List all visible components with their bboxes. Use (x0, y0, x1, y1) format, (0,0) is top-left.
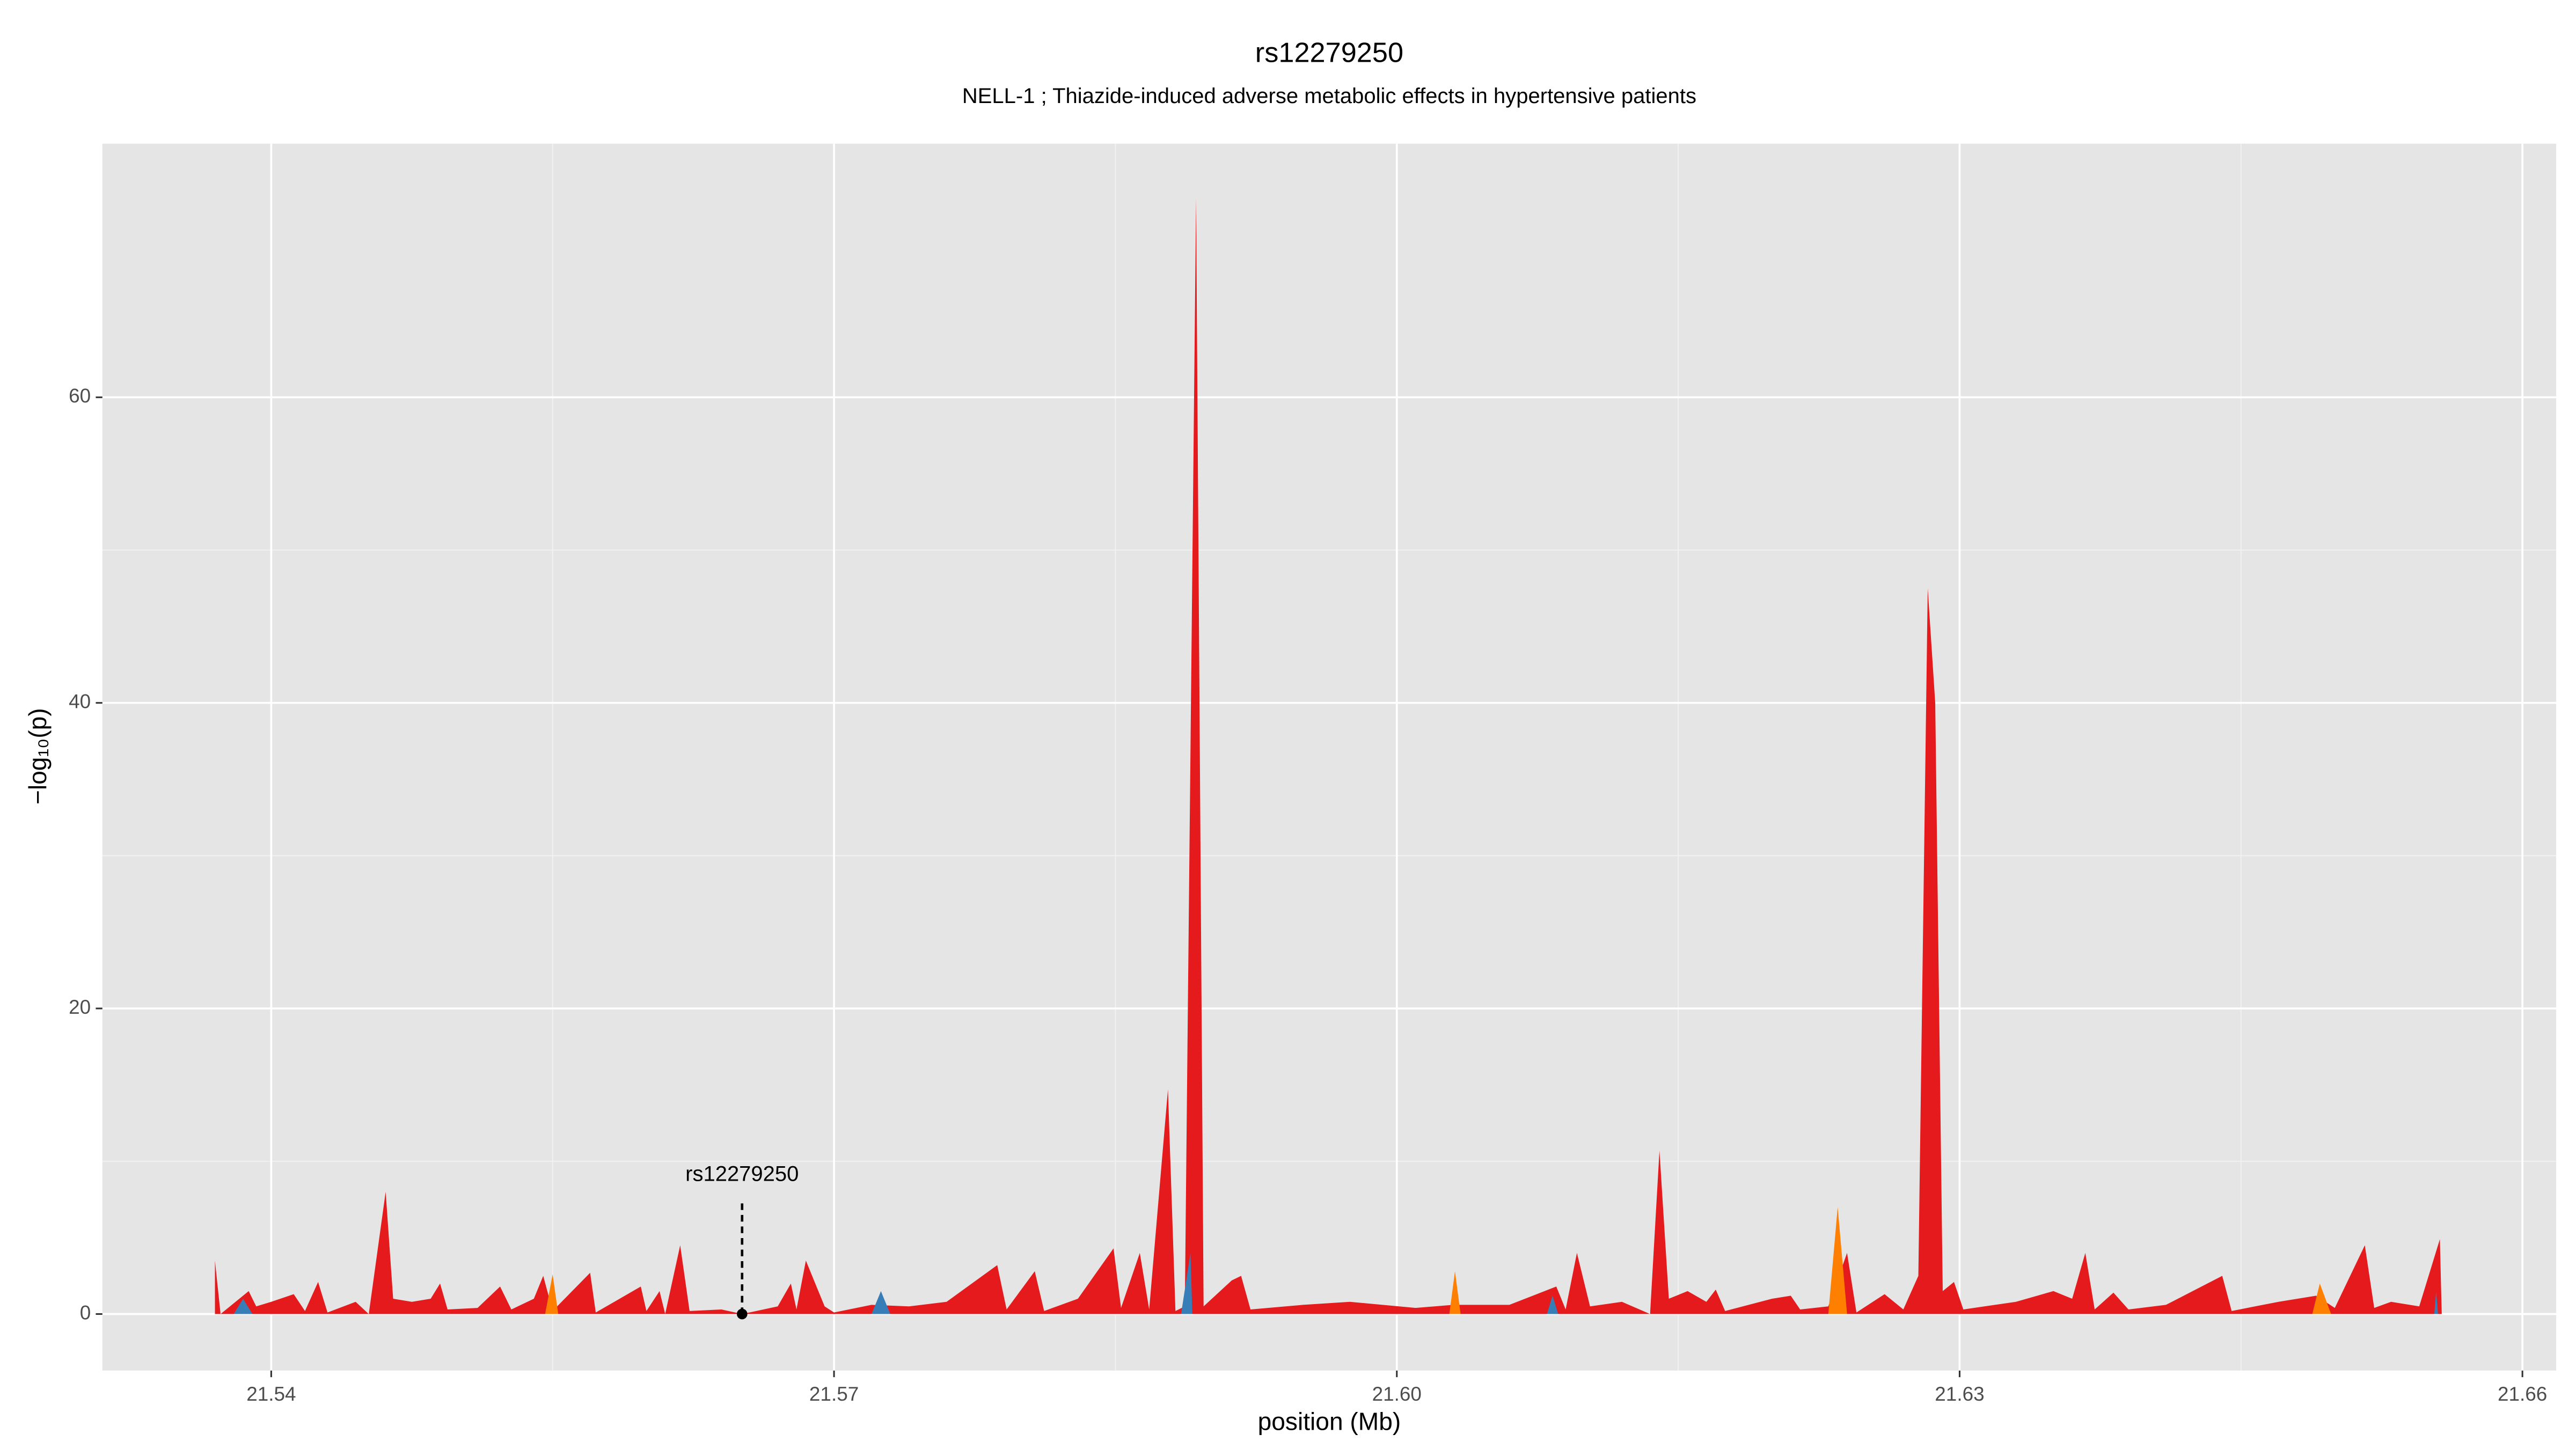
annotation-point (736, 1308, 748, 1320)
y-tick-label: 40 (69, 690, 91, 712)
chart-title: rs12279250 (1255, 37, 1403, 68)
x-tick-label: 21.57 (809, 1383, 859, 1405)
y-tick-label: 20 (69, 996, 91, 1018)
chart-subtitle: NELL-1 ; Thiazide-induced adverse metabo… (962, 84, 1696, 108)
y-tick-label: 0 (80, 1301, 91, 1323)
x-tick-label: 21.63 (1935, 1383, 1984, 1405)
x-axis-label: position (Mb) (1258, 1407, 1401, 1435)
x-tick-label: 21.60 (1372, 1383, 1422, 1405)
plot-panel (102, 143, 2557, 1371)
annotation-label: rs12279250 (685, 1162, 799, 1186)
x-tick-label: 21.66 (2498, 1383, 2547, 1405)
x-tick-label: 21.54 (246, 1383, 296, 1405)
y-axis-label: −log₁₀(p) (24, 708, 52, 804)
y-tick-label: 60 (69, 385, 91, 407)
